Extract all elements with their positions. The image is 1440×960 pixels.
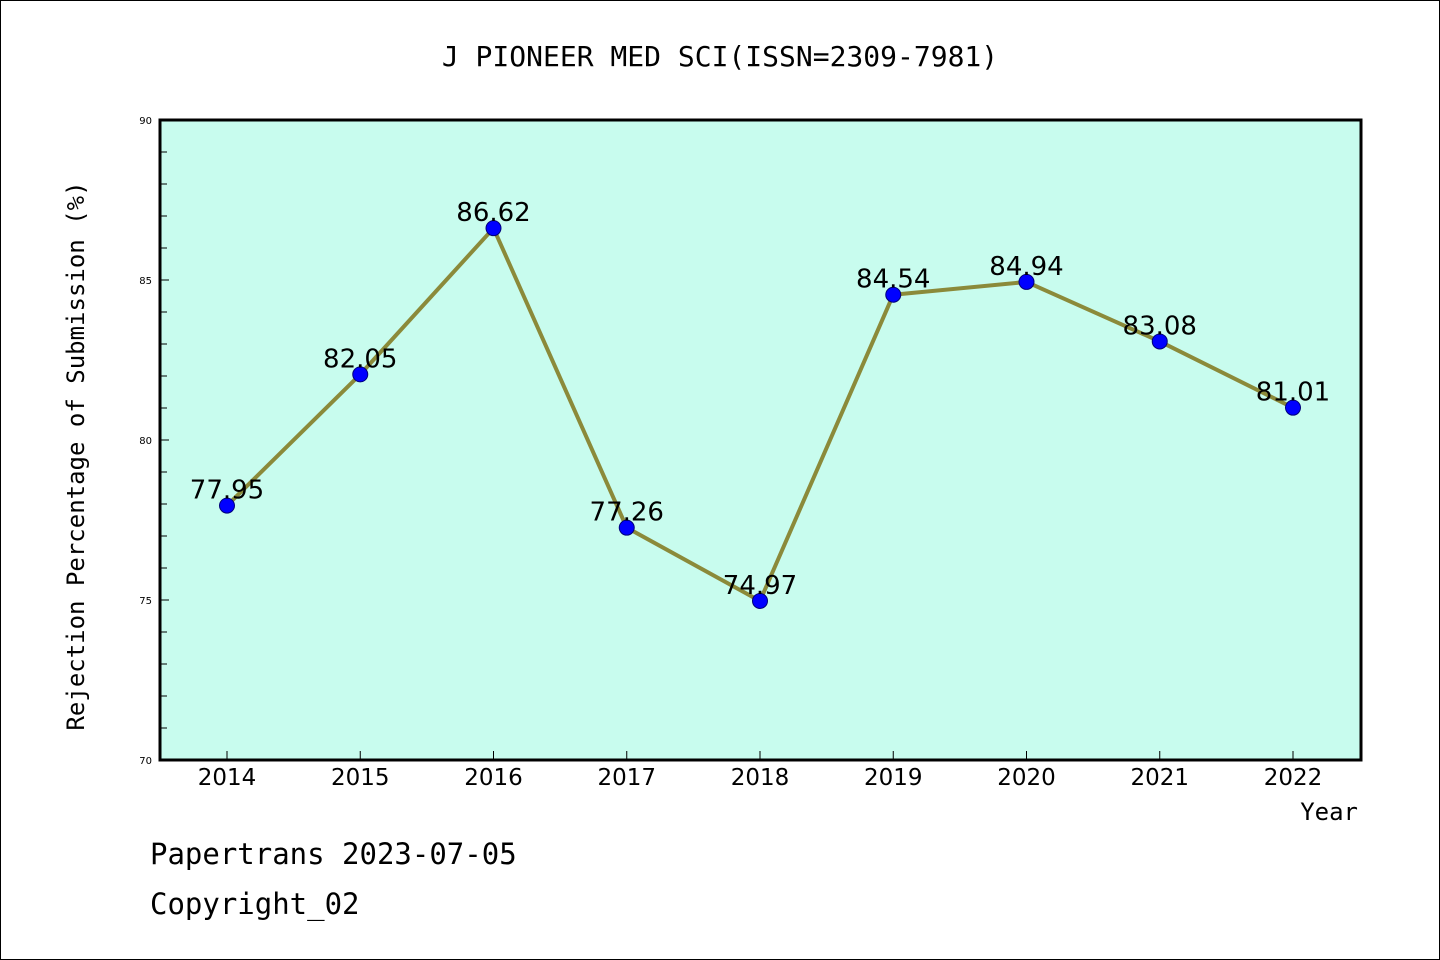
footer-credit: Papertrans 2023-07-05 — [150, 837, 517, 871]
data-point-label: 81.01 — [1256, 378, 1330, 408]
data-point-labels: 77.95 82.05 86.62 77.26 74.97 84.54 84.94 83.08… — [190, 198, 1330, 601]
x-tick-label: 2020 — [997, 765, 1056, 791]
x-tick-label: 2014 — [198, 765, 257, 791]
data-point-label: 77.26 — [590, 498, 664, 528]
x-tick-label: 2021 — [1130, 765, 1189, 791]
data-point-label: 84.94 — [989, 252, 1063, 282]
y-tick-label: 85 — [139, 276, 152, 287]
data-point-marker — [885, 286, 902, 303]
y-tick-label: 70 — [139, 756, 152, 767]
x-tick-label: 2018 — [731, 765, 790, 791]
x-axis-tick-labels: 2014 2015 2016 2017 2018 2019 2020 2021 2022 — [198, 765, 1323, 791]
x-tick-label: 2017 — [597, 765, 656, 791]
data-point-marker — [1018, 273, 1035, 290]
x-axis-title: Year — [1300, 798, 1358, 826]
data-point-marker — [752, 592, 768, 609]
data-point-marker — [618, 519, 635, 536]
data-point-label: 86.62 — [456, 198, 530, 228]
chart-title: J PIONEER MED SCI(ISSN=2309-7981) — [442, 40, 998, 73]
data-point-marker — [352, 366, 369, 383]
y-tick-label: 75 — [139, 596, 152, 607]
y-axis-tick-labels: 70 75 80 85 90 — [139, 116, 152, 767]
data-point-marker — [219, 497, 235, 514]
x-tick-label: 2015 — [331, 765, 390, 791]
x-tick-label: 2019 — [864, 765, 923, 791]
data-point-label: 82.05 — [323, 344, 397, 374]
data-point-label: 83.08 — [1123, 311, 1197, 341]
y-axis-title: Rejection Percentage of Submission (%) — [62, 181, 90, 730]
data-point-marker — [1285, 399, 1301, 416]
y-tick-label: 80 — [139, 436, 152, 447]
plot-area — [160, 120, 1361, 760]
data-point-label: 77.95 — [190, 476, 264, 506]
data-point-label: 74.97 — [723, 571, 797, 601]
plot-frame — [158, 118, 1363, 762]
data-point-markers — [219, 220, 1301, 609]
x-tick-label: 2022 — [1264, 765, 1323, 791]
data-point-label: 84.54 — [856, 265, 930, 295]
footer-copyright: Copyright_02 — [150, 887, 360, 922]
y-tick-label: 90 — [139, 116, 152, 127]
data-point-marker — [1151, 333, 1168, 350]
x-tick-label: 2016 — [464, 765, 523, 791]
data-point-marker — [485, 220, 502, 237]
